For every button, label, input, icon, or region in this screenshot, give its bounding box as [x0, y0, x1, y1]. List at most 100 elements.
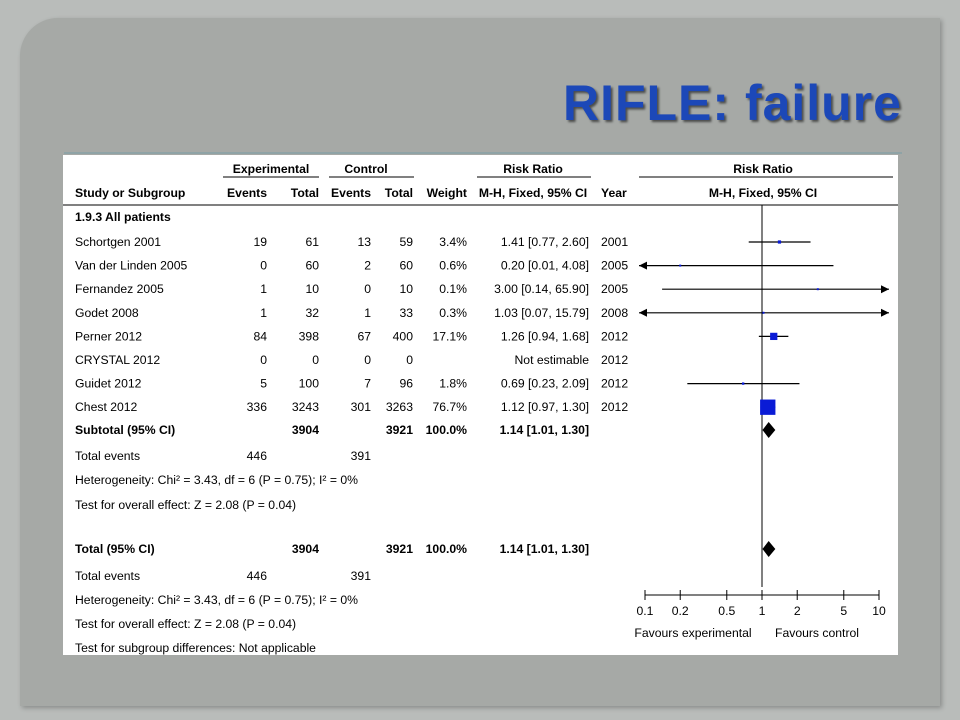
slide-title: RIFLE: failure	[562, 75, 902, 131]
forest-plot-figure: Experimental Control Risk Ratio Risk Rat…	[63, 155, 898, 655]
subgroup-differences: Test for subgroup differences: Not appli…	[75, 641, 316, 655]
effect-square	[741, 382, 745, 385]
weight: 3.4%	[439, 235, 467, 249]
weight: 17.1%	[432, 329, 467, 343]
year: 2008	[601, 306, 628, 320]
ctrl-events: 0	[364, 282, 371, 296]
study-name: Godet 2008	[75, 306, 139, 320]
forest-plot-area: 0.1 0.2 0.5 1 2 5 10	[637, 205, 889, 618]
x-tick-label: 2	[794, 604, 801, 618]
col-exp-events: Events	[227, 186, 267, 200]
table-row: Schortgen 2001 19 61 13 59 3.4% 1.41 [0.77, 2.…	[75, 235, 628, 249]
ctrl-total: 10	[399, 282, 413, 296]
study-rows: Schortgen 2001 19 61 13 59 3.4% 1.41 [0.77, 2.…	[75, 235, 628, 414]
exp-total: 0	[312, 353, 319, 367]
effect-square	[816, 288, 819, 291]
exp-total: 61	[305, 235, 319, 249]
year: 2012	[601, 353, 628, 367]
table-row: Chest 2012 336 3243 301 3263 76.7% 1.12 [0.97,…	[75, 400, 628, 414]
ctrl-total: 59	[399, 235, 413, 249]
exp-events: 1	[260, 306, 267, 320]
weight: 0.6%	[439, 259, 467, 273]
effect-square	[777, 240, 782, 244]
total-label: Total (95% CI)	[75, 542, 155, 556]
exp-total: 100	[299, 377, 320, 391]
ctrl-total: 3263	[386, 400, 413, 414]
study-name: Van der Linden 2005	[75, 259, 187, 273]
header-plot-risk-ratio: Risk Ratio	[733, 162, 793, 176]
header-experimental: Experimental	[233, 162, 310, 176]
table-row: Fernandez 2005 1 10 0 10 0.1% 3.00 [0.14, 65.9…	[75, 282, 628, 296]
x-tick-label: 10	[872, 604, 886, 618]
total-rr: 1.14 [1.01, 1.30]	[500, 542, 589, 556]
col-exp-total: Total	[291, 186, 319, 200]
risk-ratio-ci: 0.20 [0.01, 4.08]	[501, 259, 589, 273]
subtotal-ctrl-total: 3921	[386, 423, 413, 437]
effect-square	[762, 311, 765, 314]
study-name: Fernandez 2005	[75, 282, 164, 296]
favours-experimental-label: Favours experimental	[634, 626, 751, 640]
col-rr: M-H, Fixed, 95% CI	[479, 186, 587, 200]
x-tick-label: 0.1	[637, 604, 654, 618]
total-overall-effect: Test for overall effect: Z = 2.08 (P = 0…	[75, 617, 296, 631]
ctrl-events: 0	[364, 353, 371, 367]
ctrl-total: 0	[406, 353, 413, 367]
ctrl-events: 67	[357, 329, 371, 343]
risk-ratio-ci: 1.03 [0.07, 15.79]	[494, 306, 589, 320]
header-control: Control	[344, 162, 387, 176]
exp-total: 398	[299, 329, 320, 343]
effect-square	[760, 399, 776, 415]
exp-total: 32	[305, 306, 319, 320]
col-study: Study or Subgroup	[75, 186, 185, 200]
study-name: Perner 2012	[75, 329, 142, 343]
pooled-diamond	[762, 422, 776, 438]
ctrl-events: 2	[364, 259, 371, 273]
exp-events: 336	[247, 400, 268, 414]
risk-ratio-ci: 0.69 [0.23, 2.09]	[501, 377, 589, 391]
risk-ratio-ci: 1.12 [0.97, 1.30]	[501, 400, 589, 414]
total-events-ctrl: 391	[351, 569, 372, 583]
exp-total: 10	[305, 282, 319, 296]
title-divider	[64, 152, 902, 154]
subtotal-events-label: Total events	[75, 449, 140, 463]
ctrl-events: 1	[364, 306, 371, 320]
col-ctrl-events: Events	[331, 186, 371, 200]
ctrl-total: 96	[399, 377, 413, 391]
exp-events: 0	[260, 259, 267, 273]
subtotal-events-exp: 446	[247, 449, 268, 463]
ci-arrow-left	[639, 261, 647, 270]
year: 2005	[601, 282, 628, 296]
exp-total: 60	[305, 259, 319, 273]
subtotal-overall-effect: Test for overall effect: Z = 2.08 (P = 0…	[75, 498, 296, 512]
total-heterogeneity: Heterogeneity: Chi² = 3.43, df = 6 (P = …	[75, 593, 358, 607]
risk-ratio-ci: 1.41 [0.77, 2.60]	[501, 235, 589, 249]
subtotal-rr: 1.14 [1.01, 1.30]	[500, 423, 589, 437]
exp-events: 1	[260, 282, 267, 296]
weight: 76.7%	[432, 400, 467, 414]
x-tick-label: 0.5	[718, 604, 735, 618]
col-ctrl-total: Total	[385, 186, 413, 200]
header-risk-ratio: Risk Ratio	[503, 162, 563, 176]
pooled-diamond	[762, 541, 776, 557]
year: 2012	[601, 377, 628, 391]
risk-ratio-ci: Not estimable	[514, 353, 589, 367]
table-row: Godet 2008 1 32 1 33 0.3% 1.03 [0.07, 15.79] 20…	[75, 306, 628, 320]
ctrl-total: 60	[399, 259, 413, 273]
year: 2012	[601, 400, 628, 414]
x-tick-label: 1	[759, 604, 766, 618]
weight: 0.3%	[439, 306, 467, 320]
effect-square	[679, 264, 682, 267]
year: 2005	[601, 259, 628, 273]
x-tick-label: 5	[840, 604, 847, 618]
favours-control-label: Favours control	[775, 626, 859, 640]
subtotal-weight: 100.0%	[426, 423, 467, 437]
total-events-exp: 446	[247, 569, 268, 583]
effect-square	[770, 332, 778, 341]
exp-events: 0	[260, 353, 267, 367]
table-row: CRYSTAL 2012 0 0 0 0 Not estimable 2012	[75, 353, 628, 367]
study-name: Chest 2012	[75, 400, 138, 414]
ctrl-events: 301	[351, 400, 372, 414]
table-row: Van der Linden 2005 0 60 2 60 0.6% 0.20 [0.01,…	[75, 259, 628, 273]
col-year: Year	[601, 186, 627, 200]
